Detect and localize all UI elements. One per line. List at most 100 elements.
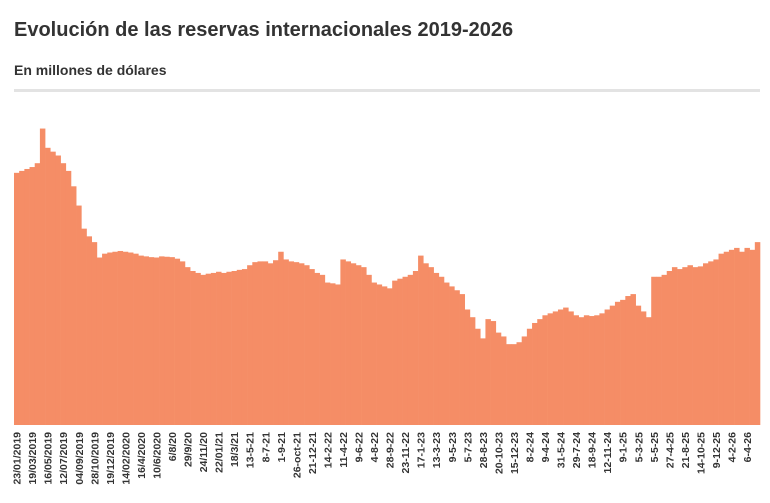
x-tick-label: 16/4/2020 bbox=[136, 432, 148, 479]
bar bbox=[200, 274, 206, 425]
bar bbox=[76, 205, 82, 425]
x-tick-label: 6-4-26 bbox=[742, 432, 754, 463]
x-tick-label: 5-7-23 bbox=[462, 432, 474, 463]
bar bbox=[412, 271, 419, 425]
bar bbox=[418, 255, 424, 425]
x-tick-label: 9-12-25 bbox=[711, 432, 723, 468]
bar bbox=[594, 315, 600, 425]
bar bbox=[506, 344, 512, 425]
bar bbox=[640, 311, 647, 425]
bar bbox=[568, 311, 574, 425]
bar bbox=[324, 282, 331, 425]
bar bbox=[459, 294, 466, 425]
bar bbox=[677, 269, 683, 425]
x-tick-label: 11-4-22 bbox=[338, 432, 350, 468]
bar bbox=[604, 309, 611, 425]
bar bbox=[495, 332, 502, 425]
x-tick-label: 5-3-25 bbox=[633, 432, 645, 463]
bar bbox=[407, 274, 414, 425]
bar bbox=[703, 263, 709, 425]
x-tick-label: 23/01/2019 bbox=[12, 432, 24, 485]
bar bbox=[532, 322, 538, 425]
bar bbox=[547, 313, 554, 425]
bar bbox=[164, 256, 170, 425]
bar bbox=[583, 315, 590, 425]
bar bbox=[195, 272, 201, 425]
x-tick-label: 6/8/20 bbox=[167, 432, 179, 461]
bar bbox=[252, 262, 258, 425]
x-tick-label: 8-7-21 bbox=[260, 432, 272, 463]
bar bbox=[309, 269, 315, 425]
bar bbox=[526, 328, 533, 425]
bar bbox=[133, 253, 139, 425]
bar bbox=[366, 274, 372, 425]
bar bbox=[376, 284, 383, 425]
x-tick-label: 26-oct-21 bbox=[291, 432, 303, 478]
bar bbox=[159, 256, 165, 425]
bar bbox=[345, 261, 352, 425]
bar bbox=[666, 271, 673, 425]
bar bbox=[179, 261, 186, 425]
x-tick-label: 1-9-21 bbox=[276, 432, 288, 463]
bar bbox=[96, 257, 103, 425]
x-tick-label: 4-2-26 bbox=[727, 432, 739, 463]
x-tick-label: 17-1-23 bbox=[416, 432, 428, 468]
bar bbox=[692, 267, 699, 425]
bar bbox=[340, 259, 346, 425]
bar bbox=[443, 282, 450, 425]
x-tick-label: 29/9/20 bbox=[183, 432, 195, 467]
bar bbox=[485, 319, 491, 425]
bar bbox=[60, 163, 67, 425]
bar bbox=[563, 307, 569, 425]
bar bbox=[107, 252, 113, 425]
bar bbox=[480, 338, 486, 425]
x-tick-label: 22/01/21 bbox=[214, 432, 226, 473]
bar bbox=[433, 272, 440, 425]
bar bbox=[24, 168, 30, 425]
bar bbox=[749, 249, 756, 425]
bar bbox=[81, 228, 87, 425]
x-tick-label: 28/10/2019 bbox=[89, 432, 101, 485]
bar bbox=[449, 286, 455, 425]
bar bbox=[19, 170, 25, 425]
bar bbox=[734, 247, 740, 425]
x-tick-label: 31-5-24 bbox=[556, 432, 568, 468]
x-tick-label: 27-4-25 bbox=[664, 432, 676, 468]
bar bbox=[578, 317, 585, 425]
bar bbox=[236, 269, 243, 425]
bar bbox=[682, 267, 688, 425]
bar bbox=[511, 344, 517, 425]
bar bbox=[122, 251, 129, 425]
x-tick-label: 18-9-24 bbox=[587, 432, 599, 468]
bar bbox=[29, 167, 36, 426]
bar bbox=[428, 267, 434, 425]
bar bbox=[247, 265, 253, 425]
x-tick-label: 14-2-22 bbox=[322, 432, 334, 468]
bar bbox=[397, 278, 403, 425]
bar bbox=[656, 276, 662, 425]
bar bbox=[573, 315, 579, 425]
bar bbox=[231, 271, 238, 425]
bar bbox=[314, 272, 320, 425]
bar bbox=[454, 290, 460, 425]
bar bbox=[625, 296, 631, 425]
x-tick-label: 18/3/21 bbox=[229, 432, 241, 467]
x-tick-label: 04/09/2019 bbox=[74, 432, 86, 485]
x-tick-label: 24/11/20 bbox=[198, 432, 210, 472]
bar bbox=[55, 155, 61, 425]
bar bbox=[537, 319, 543, 425]
x-tick-label: 21-8-25 bbox=[680, 432, 692, 468]
bar bbox=[127, 252, 134, 425]
bar bbox=[438, 276, 445, 425]
bar bbox=[500, 336, 507, 425]
bar bbox=[304, 265, 310, 425]
bar bbox=[402, 276, 409, 425]
bar bbox=[241, 269, 248, 425]
bar bbox=[184, 267, 191, 425]
bar bbox=[697, 266, 704, 425]
bar bbox=[350, 263, 357, 425]
bar bbox=[708, 261, 714, 425]
x-tick-label: 23-11-22 bbox=[400, 432, 412, 474]
x-tick-label: 9-5-23 bbox=[447, 432, 459, 463]
bar bbox=[102, 253, 108, 425]
